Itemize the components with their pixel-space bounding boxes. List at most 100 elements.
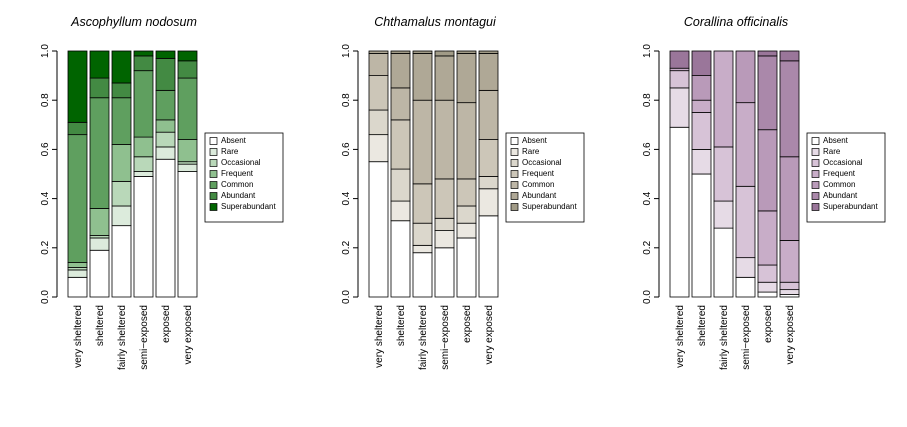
legend-swatch [510, 137, 519, 145]
y-tick-label: 0.8 [40, 93, 51, 107]
bar-segment [67, 50, 88, 123]
legend-swatch [209, 148, 218, 156]
x-tick-label: semi−exposed [440, 305, 451, 370]
bar-segment [412, 222, 433, 246]
legend-swatch [811, 181, 820, 189]
bar-segment [691, 173, 712, 298]
bar-segment [757, 50, 778, 57]
bar-segment [67, 276, 88, 298]
bar-segment [368, 50, 389, 54]
bar-segment [177, 50, 198, 62]
bar-segment [412, 99, 433, 185]
legend-box [204, 132, 284, 223]
bar-segment [412, 50, 433, 54]
x-tick-label: very exposed [484, 305, 495, 364]
bar-segment [757, 210, 778, 266]
legend-label: Frequent [221, 169, 254, 178]
legend-label: Rare [522, 147, 540, 156]
bar-segment [89, 208, 110, 236]
legend-swatch [209, 203, 218, 211]
bar-segment [111, 144, 132, 182]
legend-box [806, 132, 886, 223]
bar-segment [735, 276, 756, 298]
bar-segment [757, 129, 778, 212]
legend-swatch [811, 203, 820, 211]
bar-segment [133, 136, 154, 158]
bar-segment [434, 55, 455, 101]
legend-label: Abundant [522, 191, 557, 200]
bar-segment [735, 102, 756, 187]
bar-segment [669, 126, 690, 298]
bar-segment [89, 249, 110, 298]
bar-segment [133, 171, 154, 177]
bar-segment [177, 139, 198, 163]
bar-segment [177, 171, 198, 298]
legend-swatch [209, 181, 218, 189]
bar-segment [456, 50, 477, 54]
y-tick-label: 0.0 [642, 290, 653, 304]
legend-swatch [510, 203, 519, 211]
bar-segment [456, 237, 477, 298]
y-tick-label: 1.0 [642, 44, 653, 58]
y-tick-label: 0.0 [40, 290, 51, 304]
bar-segment [155, 57, 176, 91]
bar-segment [155, 158, 176, 298]
bar-segment [412, 252, 433, 298]
bar-segment [434, 230, 455, 249]
legend-label: Abundant [221, 191, 256, 200]
bar-segment [89, 97, 110, 209]
bar-segment [89, 50, 110, 79]
legend-label: Rare [221, 147, 239, 156]
bar-segment [691, 148, 712, 175]
bar-segment [669, 50, 690, 69]
bar-segment [412, 53, 433, 101]
bar-segment [111, 205, 132, 227]
chart-title: Chthamalus montagui [374, 15, 497, 29]
bar-segment [456, 222, 477, 239]
bar-segment [691, 50, 712, 77]
bar-segment [177, 77, 198, 140]
bar-segment [456, 178, 477, 207]
bar-segment [133, 70, 154, 138]
bar-segment [691, 112, 712, 150]
bar-segment [177, 163, 198, 172]
bar-segment [412, 183, 433, 224]
bar-segment [456, 205, 477, 224]
bar-segment [111, 180, 132, 207]
x-tick-label: semi−exposed [741, 305, 752, 370]
legend-swatch [811, 170, 820, 178]
legend-label: Superabundant [522, 202, 577, 211]
bar-segment [434, 247, 455, 298]
legend-label: Superabundant [221, 202, 276, 211]
chart-title: Ascophyllum nodosum [70, 15, 197, 29]
bar-segment [390, 200, 411, 222]
bar-segment [669, 70, 690, 89]
y-tick-label: 0.6 [341, 142, 352, 156]
y-tick-label: 0.6 [40, 142, 51, 156]
x-tick-label: exposed [161, 305, 172, 343]
bar-segment [434, 50, 455, 57]
legend-swatch [510, 170, 519, 178]
bar-segment [111, 97, 132, 145]
x-tick-label: very sheltered [73, 305, 84, 368]
legend-label: Absent [522, 136, 548, 145]
bar-segment [390, 87, 411, 121]
bar-segment [779, 60, 800, 158]
x-tick-label: semi−exposed [139, 305, 150, 370]
bar-segment [713, 227, 734, 298]
legend-label: Occasional [823, 158, 863, 167]
x-tick-label: fairly sheltered [117, 305, 128, 370]
y-tick-label: 0.2 [341, 240, 352, 254]
legend-box [505, 132, 585, 223]
x-tick-label: exposed [763, 305, 774, 343]
bar-segment [177, 60, 198, 79]
bar-segment [133, 50, 154, 57]
legend-label: Common [823, 180, 855, 189]
y-tick-label: 0.4 [642, 191, 653, 205]
bar-segment [478, 89, 499, 140]
legend-swatch [811, 159, 820, 167]
bar-segment [478, 215, 499, 298]
bar-segment [478, 139, 499, 177]
legend-swatch [209, 192, 218, 200]
